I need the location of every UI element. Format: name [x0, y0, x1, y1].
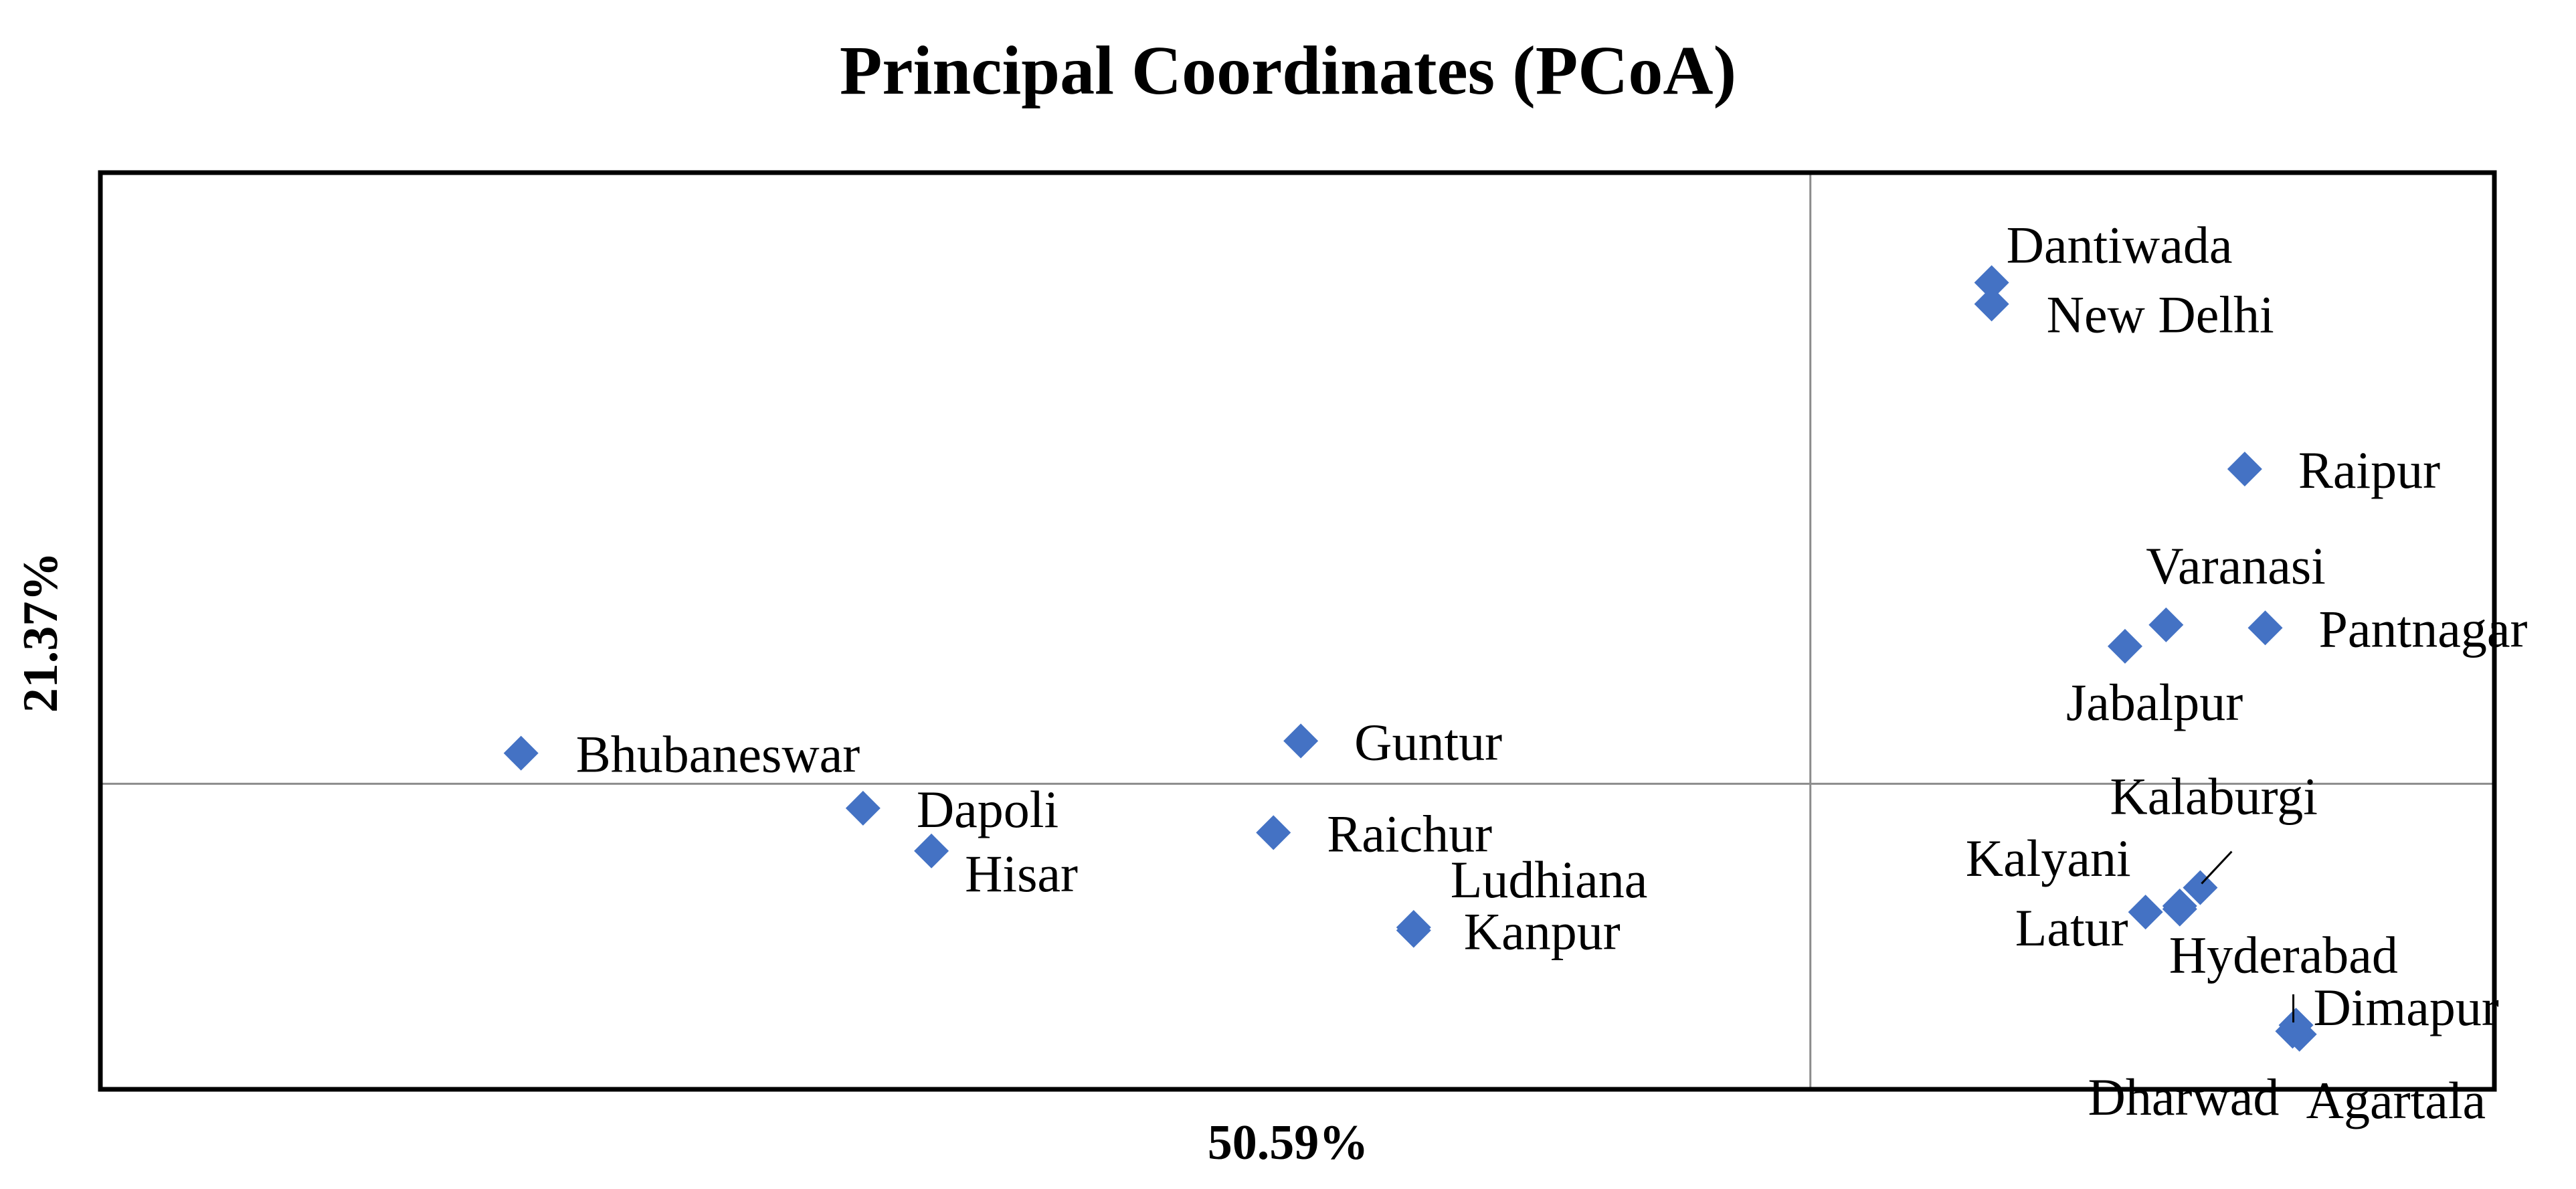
data-points	[503, 265, 2317, 1052]
point-dapoli	[845, 790, 881, 826]
label-kalyani: Kalyani	[1966, 829, 2131, 887]
plot-border	[98, 170, 2497, 1092]
point-raipur	[2227, 451, 2262, 486]
label-agartala: Agartala	[2306, 1071, 2486, 1129]
point-pantnagar	[2247, 610, 2283, 646]
point-hisar	[914, 833, 949, 868]
point-hyderabad	[2162, 891, 2197, 927]
label-new-delhi: New Delhi	[2047, 285, 2274, 343]
point-new-delhi	[1974, 286, 2009, 322]
label-kanpur: Kanpur	[1464, 903, 1621, 961]
label-dharwad: Dharwad	[2088, 1068, 2280, 1126]
point-jabalpur	[2107, 628, 2142, 664]
point-kalaburgi	[2183, 870, 2218, 905]
label-hisar: Hisar	[965, 844, 1078, 903]
point-labels: Dantiwada New Delhi Raipur VaranasiPantnaga…	[576, 215, 2528, 1129]
y-axis-title: 21.37%	[13, 552, 68, 713]
point-varanasi	[2148, 607, 2184, 642]
label-bhubaneswar: Bhubaneswar	[576, 725, 860, 784]
label-guntur: Guntur	[1354, 713, 1502, 771]
point-raichur	[1256, 815, 1291, 850]
label-dimapur: Dimapur	[2314, 978, 2499, 1036]
plot-area	[98, 170, 2497, 1092]
point-kanpur	[1396, 913, 1431, 948]
label-pantnagar: Pantnagar	[2319, 600, 2528, 658]
label-raipur: Raipur	[2298, 441, 2440, 499]
leader-line-kalaburgi	[2201, 850, 2233, 885]
x-axis-title: 50.59%	[1208, 1115, 1369, 1170]
label-raichur: Raichur	[1327, 804, 1492, 862]
point-bhubaneswar	[503, 735, 539, 771]
point-dantiwada	[1974, 265, 2009, 300]
label-dantiwada: Dantiwada	[2007, 215, 2233, 274]
label-dapoli: Dapoli	[917, 780, 1059, 838]
chart-title: Principal Coordinates (PCoA)	[840, 32, 1736, 109]
point-agartala	[2282, 1016, 2317, 1052]
label-latur: Latur	[2015, 899, 2128, 957]
label-varanasi: Varanasi	[2146, 537, 2326, 595]
point-guntur	[1283, 723, 1319, 759]
label-jabalpur: Jabalpur	[2066, 673, 2243, 731]
label-hyderabad: Hyderabad	[2169, 926, 2398, 984]
point-latur	[2128, 895, 2163, 930]
label-kalaburgi: Kalaburgi	[2110, 767, 2317, 826]
label-ludhiana: Ludhiana	[1451, 850, 1648, 909]
